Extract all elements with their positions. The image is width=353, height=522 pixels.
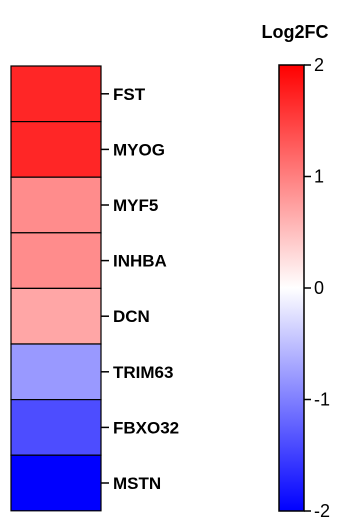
gene-label: MYOG: [113, 140, 165, 159]
heatmap-cell: [10, 343, 102, 401]
gene-label: FBXO32: [113, 418, 179, 437]
colorbar-gradient: [278, 64, 305, 512]
colorbar-tick-label: -1: [314, 390, 330, 410]
gene-label: INHBA: [113, 252, 167, 271]
heatmap-cell: [10, 454, 102, 512]
colorbar-tick-label: -2: [314, 501, 330, 521]
gene-label: MSTN: [113, 474, 161, 493]
heatmap-cell: [10, 287, 102, 345]
heatmap-column: FST MYOG MYF5 INHBA DCN TRIM63 FBXO32 MSTN: [10, 65, 179, 512]
heatmap-cell: [10, 176, 102, 234]
colorbar: Log2FC 2 1 0 -1 -2: [262, 22, 331, 521]
colorbar-tick-label: 2: [314, 55, 324, 75]
heatmap-cell: [10, 232, 102, 290]
heatmap-cell: [10, 120, 102, 178]
gene-label: FST: [113, 85, 146, 104]
heatmap-cell: [10, 399, 102, 456]
colorbar-tick-label: 1: [314, 167, 324, 187]
gene-label: DCN: [113, 307, 150, 326]
colorbar-tick-label: 0: [314, 278, 324, 298]
gene-label: TRIM63: [113, 363, 173, 382]
heatmap-cell: [10, 65, 102, 123]
colorbar-title: Log2FC: [262, 22, 329, 42]
gene-label: MYF5: [113, 196, 158, 215]
